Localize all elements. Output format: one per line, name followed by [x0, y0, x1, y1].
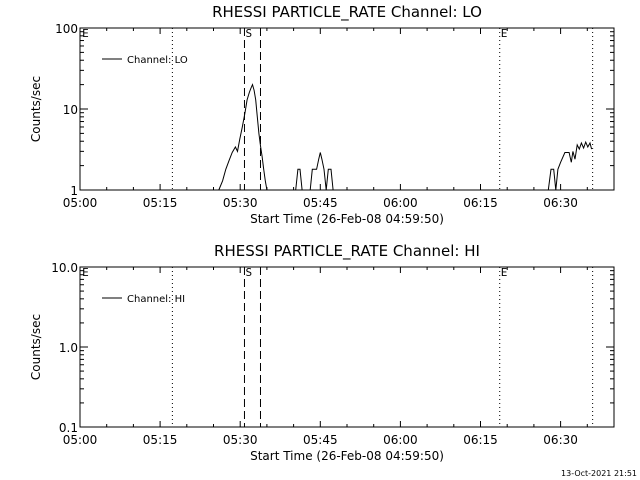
x-axis-label: Start Time (26-Feb-08 04:59:50) [250, 212, 444, 226]
footer-timestamp: 13-Oct-2021 21:51 [561, 469, 637, 478]
marker-label: E [82, 27, 89, 40]
x-tick-label: 06:30 [543, 433, 578, 447]
x-tick-label: 06:15 [463, 433, 498, 447]
marker-label: E [501, 266, 508, 279]
series-line-segment-2 [295, 168, 303, 191]
y-axis-label: Counts/sec [29, 76, 43, 142]
x-tick-label: 05:45 [303, 433, 338, 447]
x-tick-label: 05:15 [143, 433, 178, 447]
x-tick-label: 05:00 [63, 196, 98, 210]
legend-entry: Channel: LO [127, 55, 188, 66]
marker-label: S [245, 266, 252, 279]
x-tick-label: 05:00 [63, 433, 98, 447]
x-tick-label: 05:45 [303, 196, 338, 210]
y-tick-label: 1 [70, 184, 78, 198]
y-axis-label: Counts/sec [29, 314, 43, 380]
chart-panel-1: RHESSI PARTICLE_RATE Channel: LO 05:00 05:… [29, 3, 615, 226]
series-line-segment-1 [218, 83, 268, 191]
x-tick-label: 05:15 [143, 196, 178, 210]
marker-label: E [82, 266, 89, 279]
x-tick-label: 06:30 [543, 196, 578, 210]
x-axis-label: Start Time (26-Feb-08 04:59:50) [250, 449, 444, 463]
series-line-segment-3 [309, 152, 334, 191]
y-tick-label: 0.1 [59, 421, 78, 435]
y-tick-label: 100 [55, 22, 78, 36]
x-tick-label: 05:30 [223, 196, 258, 210]
x-tick-label: 06:00 [383, 433, 418, 447]
y-tick-label: 10.0 [51, 261, 78, 275]
y-tick-label: 10 [63, 103, 78, 117]
chart-panel-2: RHESSI PARTICLE_RATE Channel: HI 05:00 05:… [29, 242, 615, 463]
x-tick-label: 06:15 [463, 196, 498, 210]
x-tick-label: 06:00 [383, 196, 418, 210]
chart-title: RHESSI PARTICLE_RATE Channel: LO [212, 3, 482, 22]
marker-label: E [501, 27, 508, 40]
legend-entry: Channel: HI [127, 294, 185, 305]
chart-title: RHESSI PARTICLE_RATE Channel: HI [214, 242, 480, 261]
y-tick-label: 1.0 [59, 341, 78, 355]
x-tick-label: 05:30 [223, 433, 258, 447]
marker-label: S [245, 27, 252, 40]
series-line-segment-4 [547, 140, 593, 191]
